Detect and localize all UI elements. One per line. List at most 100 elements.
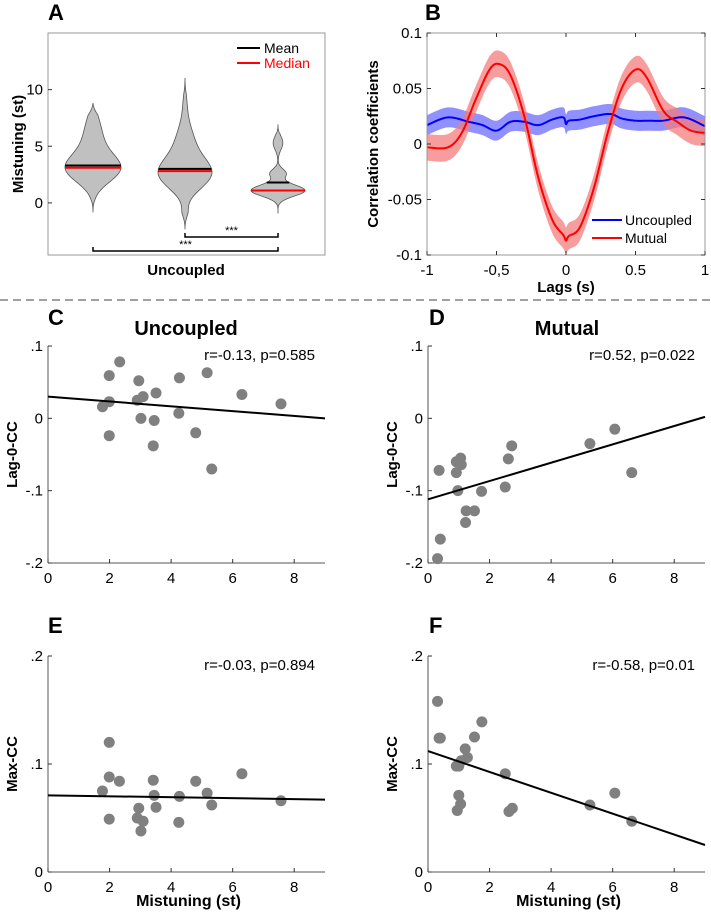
data-point [609, 787, 621, 799]
violin [64, 102, 122, 213]
y-axis-label: Max-CC [384, 736, 401, 792]
y-tick-label: -.2 [405, 555, 423, 572]
data-point [476, 716, 488, 728]
y-tick-label: 0 [35, 195, 43, 212]
x-tick-label: -0,5 [484, 262, 510, 279]
data-point [103, 430, 115, 442]
data-point [453, 789, 465, 801]
x-tick-label: 0 [424, 879, 432, 896]
data-point [133, 375, 145, 387]
data-point [609, 423, 621, 435]
y-tick-label: 5 [35, 138, 43, 155]
y-tick-label: 0 [415, 410, 423, 427]
data-point [173, 372, 185, 384]
data-point [434, 533, 446, 545]
data-point [190, 427, 202, 439]
correlation-annotation: r=-0.03, p=0.894 [204, 657, 315, 674]
x-tick-label: 2 [485, 879, 493, 896]
x-tick-label: 4 [167, 879, 175, 896]
y-axis-label: Mistuning (st) [10, 95, 27, 193]
x-axis-label: Lags (s) [537, 279, 595, 296]
y-tick-label: 0 [414, 136, 422, 153]
significance-bracket [184, 233, 279, 238]
x-tick-label: 6 [228, 879, 236, 896]
y-tick-label: .1 [410, 338, 423, 355]
y-tick-label: 10 [26, 82, 43, 99]
data-point [432, 553, 444, 565]
data-point [137, 391, 149, 403]
legend-label: Median [264, 55, 310, 71]
legend-label: Uncoupled [625, 212, 692, 228]
panel-d: D Mutual -.2 -.1 0 .1 0 2 4 6 8 Lag-0-CC r=0.52, p=0… [384, 305, 706, 587]
y-tick-label: 0.05 [393, 81, 422, 98]
significance-label: *** [225, 225, 239, 237]
data-point [584, 438, 596, 450]
data-point [190, 775, 202, 787]
panel-b: B -0.1 -0.05 0 0.05 0.1 -1 -0,5 0 0.5 1 Correlation… [365, 0, 709, 296]
x-tick-label: 2 [105, 879, 113, 896]
panel-f: F 0 .1 .2 0 2 4 6 8 Max-CC Mistuning (st) r=-0.58, … [384, 613, 706, 910]
x-tick-label: 6 [608, 570, 616, 587]
y-tick-label: -.2 [25, 555, 43, 572]
panel-label: D [429, 305, 445, 330]
significance-bracket [92, 247, 279, 252]
y-axis-label: Correlation coefficients [365, 60, 382, 228]
data-point [506, 802, 518, 814]
y-tick-label: -.1 [405, 483, 423, 500]
panel-label: F [429, 613, 442, 638]
y-tick-label: 0 [35, 864, 43, 881]
y-tick-label: .1 [30, 756, 43, 773]
violin [157, 77, 213, 230]
data-point [103, 771, 115, 783]
data-point [206, 799, 218, 811]
data-point [450, 467, 462, 479]
y-tick-label: .2 [410, 648, 423, 665]
x-tick-label: 6 [608, 879, 616, 896]
data-point [433, 464, 445, 476]
data-point [133, 802, 145, 814]
y-tick-label: 0 [415, 864, 423, 881]
x-tick-label: 6 [228, 570, 236, 587]
data-point [206, 463, 218, 475]
axes-box [47, 32, 326, 256]
panel-e: E 0 .1 .2 0 2 4 6 8 Max-CC Mistuning (st) r=-0.03, … [4, 613, 326, 910]
panel-label: B [425, 0, 441, 25]
x-axis-label: Mistuning (st) [516, 893, 621, 910]
regression-line [427, 415, 706, 501]
regression-line [427, 750, 706, 846]
y-tick-label: -.1 [25, 483, 43, 500]
data-point [150, 801, 162, 813]
data-point [148, 789, 160, 801]
data-point [148, 415, 160, 427]
data-point [150, 387, 162, 399]
x-tick-label: 4 [547, 879, 555, 896]
y-tick-label: .1 [410, 756, 423, 773]
data-point [502, 453, 514, 465]
x-tick-label: 4 [547, 570, 555, 587]
data-point [455, 459, 467, 471]
y-tick-label: .1 [30, 338, 43, 355]
regression-line [47, 395, 326, 420]
data-point [201, 787, 213, 799]
data-point [103, 736, 115, 748]
data-point [460, 516, 472, 528]
data-point [506, 440, 518, 452]
data-point [468, 731, 480, 743]
panel-label: E [48, 613, 63, 638]
data-point [201, 367, 213, 379]
series-line-mutual [426, 62, 706, 242]
data-point [147, 440, 159, 452]
y-tick-label: -0.05 [388, 192, 422, 209]
significance-label: *** [179, 239, 193, 251]
x-tick-label: 8 [670, 879, 678, 896]
x-tick-label: 0 [44, 570, 52, 587]
data-point [434, 732, 446, 744]
x-axis-label: Mistuning (st) [136, 893, 241, 910]
y-axis-label: Lag-0-CC [384, 421, 401, 488]
data-point [432, 695, 444, 707]
x-tick-label: 8 [670, 570, 678, 587]
x-axis-label: Uncoupled [147, 262, 225, 279]
data-point [476, 485, 488, 497]
y-tick-label: .2 [30, 648, 43, 665]
